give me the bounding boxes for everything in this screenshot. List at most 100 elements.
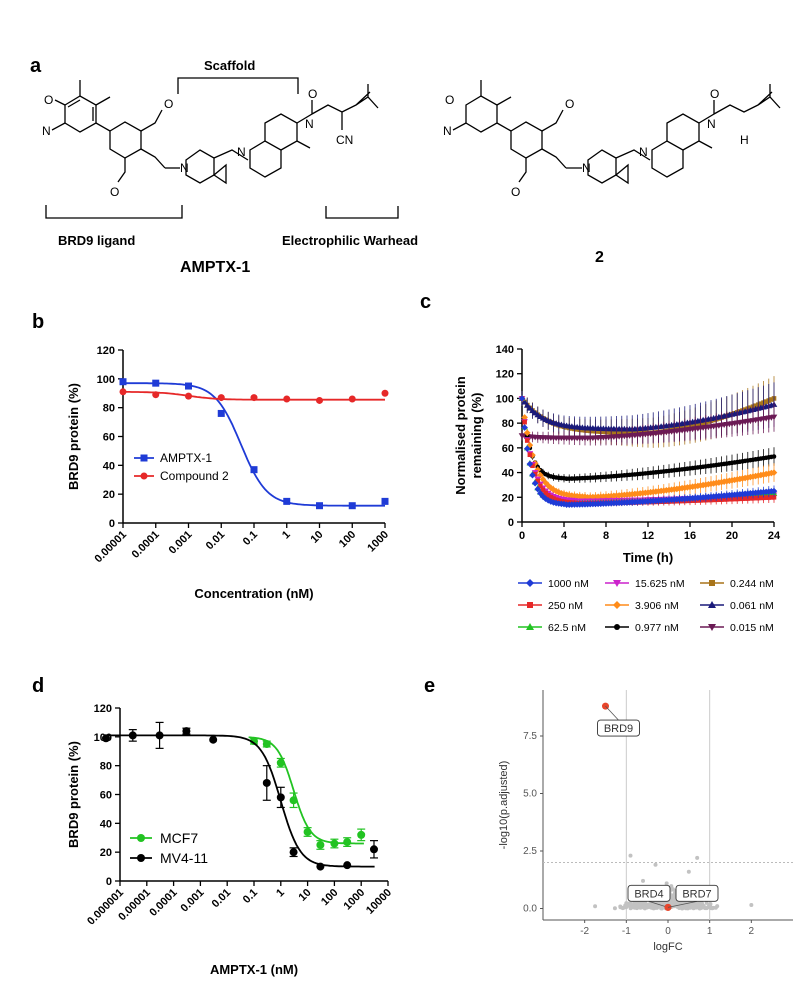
c-point [550, 486, 557, 493]
b-x-axis-label: Concentration (nM) [194, 586, 313, 601]
b-point [217, 394, 225, 402]
d-point [101, 734, 110, 743]
b-point [152, 391, 160, 399]
d-point [343, 838, 352, 847]
b-x-tick-label: 10 [308, 529, 325, 546]
e-point [749, 903, 754, 908]
svg-text:O: O [511, 185, 520, 199]
chart-c: 0 20 40 60 80 100 120 140 0 4 8 12 16 20 24 Normalised … [453, 344, 781, 634]
c-point [551, 496, 556, 501]
e-point [697, 905, 702, 910]
d-y-axis-label: BRD9 protein (%) [66, 741, 81, 848]
b-y-tick-label: 40 [103, 460, 115, 472]
c-point [601, 429, 606, 435]
d-point [155, 731, 164, 740]
e-point [645, 902, 650, 907]
c-point [770, 414, 778, 421]
svg-text:N: N [180, 161, 189, 175]
b-point [185, 392, 192, 400]
d-fit-line-1 [106, 734, 375, 868]
c-point [535, 478, 541, 484]
c-point [753, 403, 758, 409]
c-x-tick-label: 20 [726, 530, 738, 542]
d-point [303, 827, 312, 836]
c-x-tick-label: 4 [561, 530, 568, 542]
c-point [606, 429, 611, 435]
c-point [534, 466, 542, 474]
svg-text:CN: CN [336, 133, 353, 147]
e-point [618, 905, 623, 910]
c-point [545, 493, 551, 498]
c-point [527, 452, 533, 458]
b-x-tick-label: 0.0001 [130, 529, 162, 561]
c-legend-label: 250 nM [548, 600, 583, 612]
c-point [558, 489, 565, 497]
d-legend-label: MCF7 [160, 830, 198, 846]
c-point [690, 423, 695, 429]
c-x-axis-label: Time (h) [623, 550, 673, 565]
e-point [623, 903, 628, 908]
c-y-tick-label: 20 [502, 492, 514, 504]
b-x-tick-label: 0.001 [167, 529, 195, 557]
c-point [538, 483, 543, 489]
c-point [547, 484, 555, 492]
svg-text:O: O [565, 97, 574, 111]
svg-text:N: N [443, 124, 452, 138]
d-y-tick-label: 120 [94, 703, 112, 715]
d-x-tick-label: 10000 [364, 887, 394, 917]
svg-text:H: H [740, 133, 749, 147]
c-point [524, 438, 530, 443]
c2-thiq-ring [651, 140, 684, 178]
panel-label-c: c [420, 291, 431, 313]
c-point [523, 429, 531, 437]
b-y-tick-label: 0 [109, 518, 115, 530]
c-y-tick-label: 40 [502, 468, 514, 480]
e-label-brd7: BRD7 [682, 888, 711, 900]
structure-atom-labels: O N O O N N N O CN O N O O N N N O H [42, 87, 749, 199]
c-x-tick-label: 24 [768, 530, 781, 542]
c-legend-label: 0.015 nM [730, 622, 774, 634]
e-point [686, 869, 691, 874]
b-y-tick-label: 100 [97, 374, 115, 386]
c-legend-label: 3.906 nM [635, 600, 679, 612]
c-legend-label: 0.061 nM [730, 600, 774, 612]
c-point [544, 497, 552, 504]
e-point [679, 905, 684, 910]
d-point [289, 796, 298, 805]
e-point [653, 905, 658, 910]
e-point [708, 906, 713, 911]
d-legend-label: MV4-11 [160, 850, 208, 866]
c-point [542, 479, 549, 487]
d-point [128, 731, 137, 740]
e-y-tick-label: 0.0 [523, 904, 537, 915]
d-point [316, 840, 325, 849]
e-point [690, 904, 695, 909]
e-x-tick-label: -2 [580, 926, 589, 937]
c-y-axis-label-line2: remaining (%) [469, 393, 484, 479]
c-legend-marker [708, 601, 716, 608]
e-point [664, 881, 669, 886]
c-point [585, 428, 590, 433]
c-point [526, 441, 534, 449]
c-point [742, 496, 748, 501]
b-point [119, 378, 127, 386]
b-point [185, 382, 192, 390]
c-point [526, 460, 534, 468]
c-point [523, 445, 531, 452]
c-y-tick-label: 60 [502, 443, 514, 455]
c-point [529, 471, 536, 479]
svg-text:O: O [445, 93, 454, 107]
c-x-tick-label: 8 [603, 530, 609, 542]
c-point [590, 428, 596, 434]
b-point [316, 396, 323, 404]
d-x-axis-label: AMPTX-1 (nM) [210, 962, 298, 977]
spiro-ring [185, 149, 215, 184]
c-legend-marker [708, 624, 716, 631]
compound2-name: 2 [595, 249, 604, 266]
c-point [737, 496, 743, 502]
c-legend-marker [526, 623, 534, 630]
scaffold-bracket [177, 77, 299, 94]
c-point [540, 487, 546, 493]
b-point [381, 389, 389, 397]
